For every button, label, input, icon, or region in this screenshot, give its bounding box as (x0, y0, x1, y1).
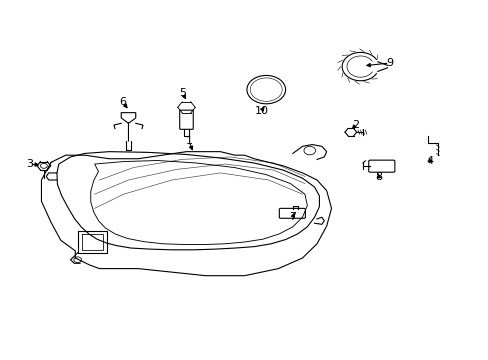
Text: 10: 10 (254, 106, 268, 116)
Text: 8: 8 (375, 172, 382, 182)
Text: 5: 5 (179, 88, 186, 98)
Text: 2: 2 (351, 120, 359, 130)
Text: 1: 1 (185, 136, 192, 146)
Text: 4: 4 (426, 156, 433, 166)
Text: 7: 7 (289, 212, 296, 222)
Text: 9: 9 (385, 58, 392, 68)
Text: 3: 3 (26, 159, 33, 169)
Text: 6: 6 (119, 97, 126, 107)
